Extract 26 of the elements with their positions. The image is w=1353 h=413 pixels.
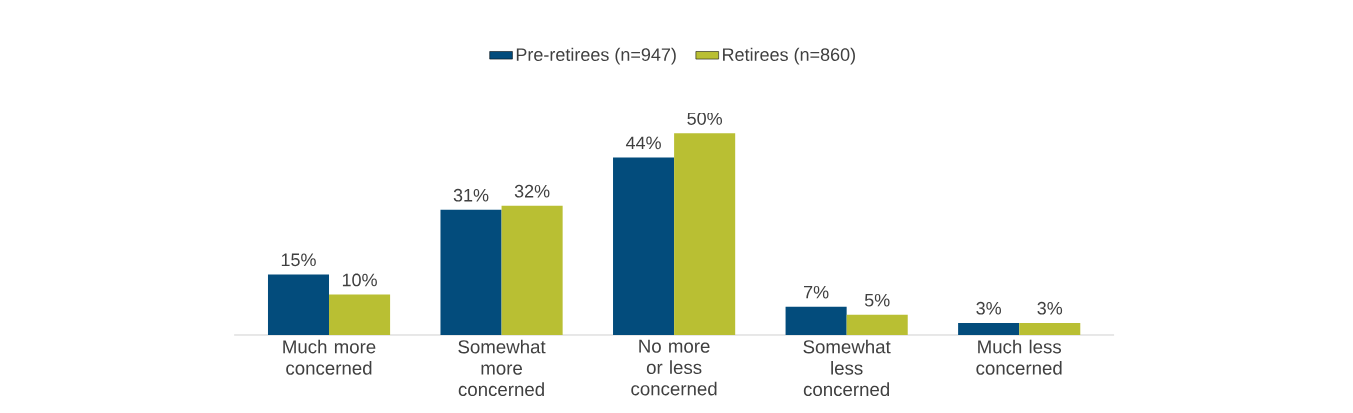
legend-label: Pre-retirees (n=947)	[516, 47, 676, 65]
bar	[613, 157, 675, 335]
bar	[440, 209, 502, 335]
x-tick-label: Somewhat more concerned	[458, 339, 546, 397]
data-label: 10%	[342, 273, 377, 287]
data-label: 7%	[804, 285, 829, 299]
data-label: 5%	[864, 293, 890, 307]
bar	[329, 294, 391, 335]
bar	[501, 205, 563, 335]
bar	[1019, 322, 1081, 335]
data-label: 15%	[281, 253, 316, 267]
data-label: 3%	[976, 301, 1002, 315]
bar	[785, 306, 847, 335]
x-tick-label: Somewhat less concerned	[803, 339, 891, 397]
data-label: 44%	[625, 136, 661, 150]
bar	[846, 314, 908, 335]
x-tick-label: Much less concerned	[976, 339, 1062, 375]
x-tick-label: No more or less concerned	[631, 339, 717, 396]
data-label: 3%	[1037, 301, 1063, 315]
x-tick-label: Much more concerned	[283, 339, 376, 375]
bar	[674, 133, 736, 335]
data-label: 31%	[453, 188, 489, 202]
bar	[958, 322, 1020, 335]
data-label: 32%	[514, 184, 550, 198]
bar	[267, 274, 330, 335]
legend-label: Retirees (n=860)	[723, 47, 855, 65]
